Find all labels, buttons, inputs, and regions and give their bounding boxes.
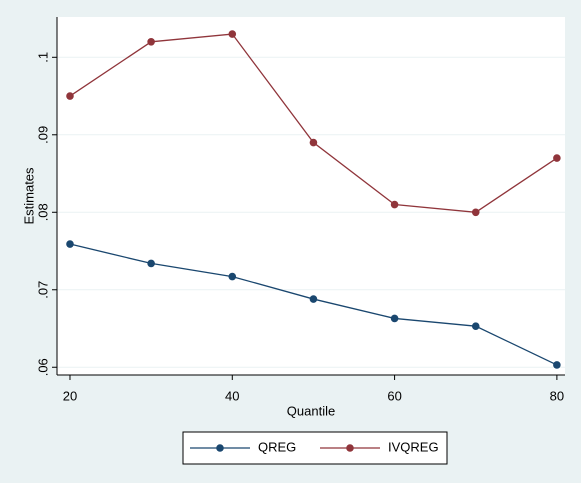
point: [390, 314, 399, 323]
y-tick-label: .06: [35, 358, 50, 376]
point: [309, 295, 318, 303]
legend-marker: [346, 444, 354, 452]
point: [228, 30, 237, 38]
x-tick-label: 40: [225, 388, 239, 403]
y-tick-label: .09: [35, 126, 50, 144]
legend-label: QREG: [258, 439, 296, 454]
point: [390, 200, 399, 209]
point: [553, 154, 561, 162]
point: [309, 138, 318, 147]
plot-area: [57, 17, 565, 375]
legend-label: IVQREG: [388, 439, 439, 454]
x-tick-label: 20: [63, 388, 77, 403]
y-axis-title: Estimates: [21, 167, 36, 225]
point: [471, 322, 480, 330]
x-tick-label: 60: [387, 388, 401, 403]
point: [228, 272, 237, 281]
x-tick-label: 80: [550, 388, 564, 403]
legend-marker: [216, 444, 224, 452]
y-tick-label: .1: [35, 52, 50, 63]
y-tick-label: .07: [35, 281, 50, 299]
point: [147, 259, 155, 268]
point: [553, 361, 561, 369]
point: [471, 208, 480, 217]
point: [147, 37, 155, 46]
point: [66, 240, 74, 248]
y-tick-label: .08: [35, 203, 50, 221]
x-axis-title: Quantile: [287, 403, 335, 418]
point: [66, 92, 74, 100]
